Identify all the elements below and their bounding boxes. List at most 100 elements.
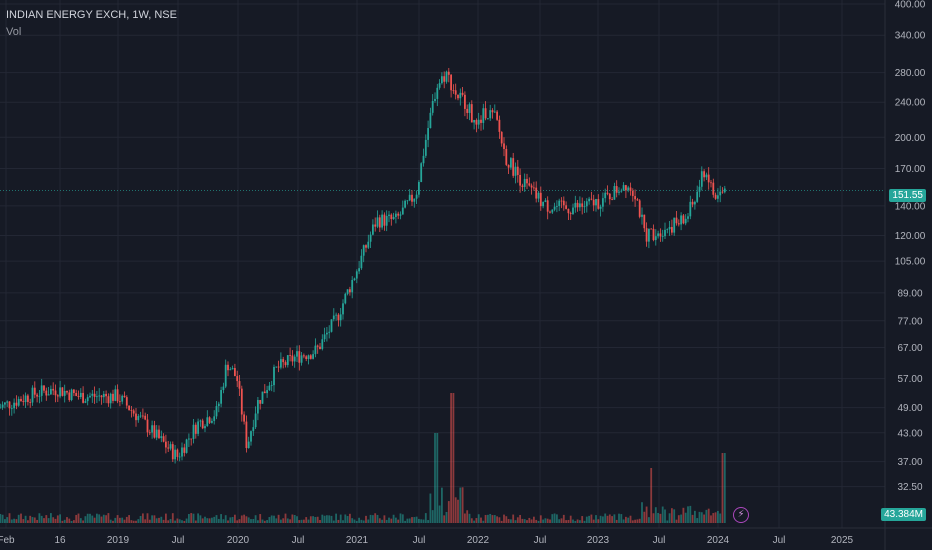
candle-body: [63, 390, 66, 396]
candle-body: [305, 356, 308, 360]
candle-body: [231, 368, 234, 370]
candle-body: [33, 387, 36, 395]
volume-bar: [280, 519, 282, 523]
candle-body: [261, 391, 264, 404]
candle-body: [365, 245, 367, 248]
volume-bar: [374, 513, 377, 523]
volume-bar: [710, 515, 712, 523]
volume-bar: [505, 516, 508, 523]
volume-bar: [703, 514, 705, 523]
volume-bar: [314, 516, 317, 523]
candle-body: [142, 415, 144, 417]
candle-body: [247, 441, 250, 449]
candle-body: [470, 104, 473, 123]
candle-body: [176, 449, 179, 457]
volume-bar: [542, 519, 544, 523]
last-volume-tag: 43.384M: [881, 508, 926, 521]
candle-body: [645, 228, 648, 242]
candle-body: [61, 387, 64, 396]
volume-bar: [328, 515, 331, 523]
candle-body: [385, 215, 388, 226]
candle-body: [153, 425, 156, 438]
volume-bar: [413, 517, 416, 523]
candle-body: [392, 216, 395, 220]
candle-body: [243, 414, 245, 422]
y-tick-label: 105.00: [895, 257, 926, 268]
candle-body: [579, 203, 581, 208]
volume-bar: [673, 509, 676, 523]
candle-body: [319, 346, 321, 349]
candle-body: [475, 119, 478, 125]
volume-bar: [13, 518, 15, 523]
volume-bar: [707, 508, 710, 523]
volume-bar: [6, 517, 9, 523]
volume-bar: [73, 520, 75, 523]
candle-body: [682, 215, 685, 224]
candle-body: [482, 108, 485, 123]
candle-body: [539, 192, 542, 207]
volume-bar: [553, 513, 556, 523]
candle-body: [516, 166, 519, 175]
volume-bar: [151, 515, 153, 523]
candle-body: [376, 217, 379, 227]
candle-body: [75, 392, 78, 397]
candle-body: [162, 436, 165, 442]
candle-body: [293, 356, 296, 362]
volume-bar: [305, 517, 308, 523]
volume-bar: [263, 520, 266, 523]
volume-bar: [337, 519, 340, 523]
candle-body: [192, 424, 195, 439]
volume-bar: [240, 515, 243, 523]
volume-bar: [291, 514, 294, 523]
candle-body: [592, 199, 595, 206]
candle-body: [383, 214, 386, 226]
y-tick-label: 37.00: [897, 457, 922, 468]
candle-body: [581, 203, 584, 207]
candle-body: [622, 185, 625, 191]
candle-body: [40, 385, 43, 396]
volume-bar: [604, 513, 607, 523]
volume-bar: [454, 497, 457, 523]
volume-bar: [346, 516, 349, 523]
volume-bar: [332, 520, 335, 523]
candle-body: [56, 395, 59, 397]
x-axis: Feb 16 2019 Jul 2020 Jul 2021 Jul 2022 Jul 2023 Jul…: [0, 535, 854, 546]
volume-bar: [668, 513, 671, 523]
volume-bar: [675, 519, 678, 523]
volume-bar: [539, 515, 542, 523]
volume-bar: [388, 517, 390, 523]
candle-body: [185, 439, 188, 453]
volume-bar: [323, 515, 326, 523]
candle-body: [620, 190, 623, 192]
volume-bar: [128, 515, 130, 523]
lightning-icon[interactable]: ⚡: [733, 507, 749, 523]
candle-body: [608, 193, 611, 200]
volume-bar: [381, 519, 383, 523]
candle-body: [146, 419, 149, 433]
candle-body: [82, 392, 84, 403]
candle-body: [487, 118, 489, 120]
candle-body: [148, 432, 151, 434]
candle-body: [477, 119, 480, 125]
volume-bar: [89, 513, 91, 523]
candle-body: [418, 181, 420, 195]
volume-bar: [717, 510, 719, 523]
candle-body: [652, 228, 655, 241]
candle-body: [664, 229, 666, 237]
volume-bar: [438, 505, 441, 523]
candle-body: [68, 392, 71, 401]
volume-bar: [427, 520, 429, 523]
candle-body: [349, 289, 351, 293]
volume-bar: [261, 519, 264, 523]
candle-body: [321, 339, 324, 349]
volume-bar: [480, 517, 482, 523]
volume-bar: [349, 513, 351, 523]
volume-bar: [339, 514, 342, 523]
candle-body: [526, 178, 528, 184]
volume-bar: [436, 433, 439, 523]
volume-bar: [199, 515, 202, 523]
volume-bars: [0, 393, 726, 523]
volume-bar: [528, 517, 531, 523]
x-tick-label: 2021: [346, 535, 369, 546]
